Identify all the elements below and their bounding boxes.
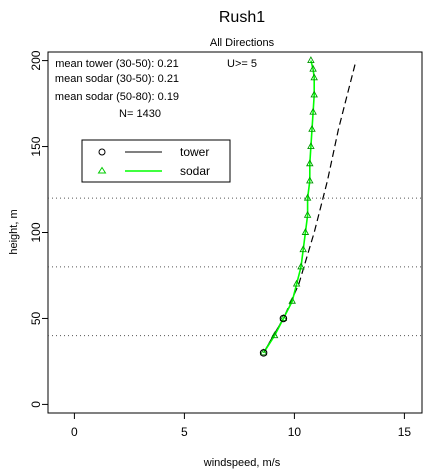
annotation-mean-sodar-50-80: mean sodar (50-80): 0.19 — [55, 91, 179, 103]
legend-box — [81, 139, 231, 183]
y-axis-label: height, m — [8, 209, 20, 254]
sodar-point — [292, 279, 301, 287]
x-tick-label-5: 5 — [181, 425, 188, 439]
reference-lines — [48, 197, 422, 337]
sodar-point — [270, 331, 279, 339]
sodar-point — [310, 90, 318, 98]
y-tick-label-200: 200 — [29, 50, 43, 70]
dashed-profile-line — [263, 60, 357, 354]
sodar-point — [299, 245, 307, 253]
sodar-point — [301, 228, 310, 235]
sodar-line — [262, 60, 316, 354]
tower-point — [259, 349, 268, 357]
legend-tower-marker — [98, 148, 106, 156]
sodar-point — [308, 124, 316, 132]
annotation-mean-tower-30-50: mean tower (30-50): 0.21 — [55, 58, 179, 70]
annotation-u-threshold: U>= 5 — [227, 58, 257, 70]
legend-tower-label: tower — [180, 145, 209, 159]
sodar-point — [297, 262, 305, 270]
y-tick-label-100: 100 — [29, 222, 43, 242]
y-tick-label-50: 50 — [29, 311, 43, 325]
sodar-point — [309, 107, 317, 115]
sodar-point — [259, 348, 268, 356]
x-axis-label: windspeed, m/s — [203, 457, 281, 469]
legend-sodar-label: sodar — [180, 164, 210, 178]
sodar-point — [309, 64, 317, 72]
y-tick-label-0: 0 — [29, 401, 43, 408]
y-tick-label-150: 150 — [29, 136, 43, 156]
x-tick-label-10: 10 — [288, 425, 302, 439]
plot-frame — [47, 51, 423, 414]
sodar-point — [310, 73, 318, 81]
annotation-mean-sodar-30-50: mean sodar (30-50): 0.21 — [55, 73, 179, 85]
sodar-point — [306, 159, 314, 167]
chart-title: Rush1 — [219, 9, 265, 26]
series-layer — [259, 56, 357, 357]
x-tick-label-15: 15 — [398, 425, 412, 439]
legend: tower sodar — [81, 139, 231, 183]
sodar-point — [303, 193, 312, 201]
sodar-point — [303, 210, 312, 218]
sodar-point — [307, 56, 315, 64]
x-tick-label-0: 0 — [71, 425, 78, 439]
sodar-point — [306, 176, 314, 184]
annotation-n-count: N= 1430 — [119, 108, 161, 120]
chart-subtitle: All Directions — [210, 37, 275, 49]
sodar-point — [288, 296, 296, 304]
sodar-point — [279, 314, 288, 321]
tower-point — [279, 314, 288, 323]
legend-sodar-marker — [97, 166, 107, 174]
sodar-point — [307, 142, 315, 149]
